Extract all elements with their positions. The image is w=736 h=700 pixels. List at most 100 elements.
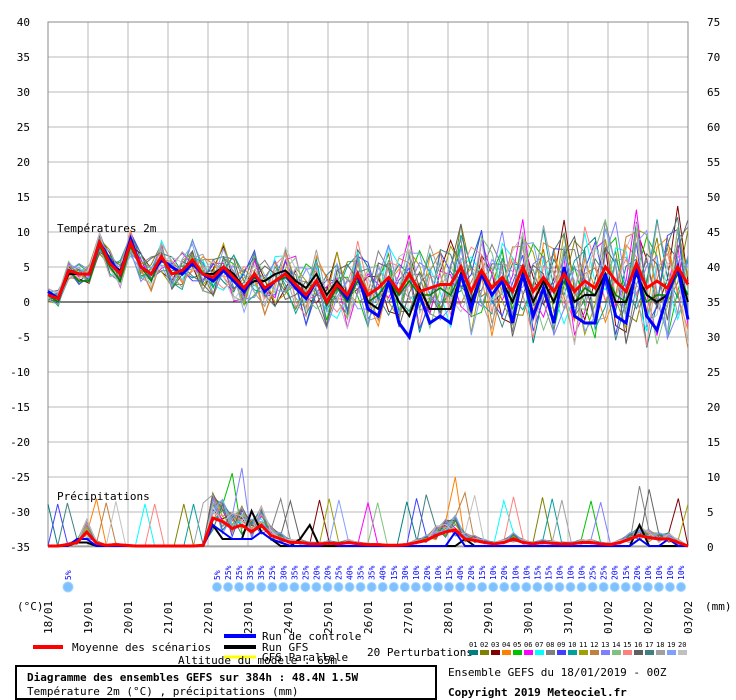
legend-moyenne: Moyenne des scénarios xyxy=(72,641,211,654)
snow-pct-label: 15% xyxy=(544,565,553,580)
pert-number: 07 xyxy=(535,641,543,649)
y-left-tick-label: 40 xyxy=(17,16,30,29)
x-tick-label: 03/02 xyxy=(682,601,695,634)
pert-number: 03 xyxy=(491,641,499,649)
y-right-tick-label: 0 xyxy=(707,541,714,554)
pert-number: 11 xyxy=(579,641,587,649)
legend-parallele: GFS Parallele xyxy=(262,651,348,664)
snowflake-icon xyxy=(676,582,686,592)
x-tick-label: 21/01 xyxy=(162,601,175,634)
snow-pct-label: 25% xyxy=(268,565,277,580)
y-left-tick-label: -15 xyxy=(10,401,30,414)
y-left-tick-label: 25 xyxy=(17,121,30,134)
pert-number: 20 xyxy=(678,641,686,649)
x-tick-label: 26/01 xyxy=(362,601,375,634)
snowflake-icon xyxy=(432,582,443,592)
snow-pct-label: 20% xyxy=(323,565,332,580)
snowflake-icon xyxy=(289,582,300,592)
snowflake-icon xyxy=(587,582,598,592)
precipitation-label: Précipitations xyxy=(57,490,150,503)
snow-pct-label: 10% xyxy=(522,565,531,580)
snowflake-icon xyxy=(466,582,477,592)
snow-pct-label: 30% xyxy=(279,565,288,580)
snow-pct-label: 15% xyxy=(445,565,454,580)
snow-pct-label: 35% xyxy=(368,565,377,580)
x-tick-label: 30/01 xyxy=(522,601,535,634)
y-left-tick-label: 30 xyxy=(17,86,30,99)
snowflake-icon xyxy=(245,582,256,592)
left-unit-label: (°C) xyxy=(17,600,44,613)
pert-swatch xyxy=(601,650,610,655)
pert-number: 17 xyxy=(645,641,653,649)
legend-gfs: Run GFS xyxy=(262,641,308,654)
snowflake-icon xyxy=(377,582,388,592)
snowflake-icon xyxy=(510,582,521,592)
snow-pct-label: 10% xyxy=(655,565,664,580)
snowflake-icon xyxy=(322,582,333,592)
snowflake-icon xyxy=(653,582,664,592)
snow-pct-label: 15% xyxy=(622,565,631,580)
y-right-tick-label: 50 xyxy=(707,191,720,204)
snowflake-icon xyxy=(223,582,234,592)
right-unit-label: (mm) xyxy=(705,600,732,613)
snow-pct-label: 15% xyxy=(533,565,542,580)
pert-number: 15 xyxy=(623,641,631,649)
snowflake-icon xyxy=(598,582,609,592)
pert-number: 08 xyxy=(546,641,554,649)
snow-pct-label: 10% xyxy=(412,565,421,580)
snow-pct-label: 10% xyxy=(567,565,576,580)
y-right-tick-label: 60 xyxy=(707,121,720,134)
y-right-tick-label: 25 xyxy=(707,366,720,379)
pert-number: 01 xyxy=(469,641,477,649)
snow-pct-label: 25% xyxy=(224,565,233,580)
snowflake-icon xyxy=(212,582,222,592)
snow-pct-label: 25% xyxy=(235,565,244,580)
snowflake-icon xyxy=(488,582,499,592)
x-tick-label: 02/02 xyxy=(642,601,655,634)
snow-pct-label: 25% xyxy=(335,565,344,580)
pert-number: 04 xyxy=(502,641,510,649)
pert-swatch xyxy=(491,650,500,655)
snowflake-icon xyxy=(333,582,344,592)
x-tick-label: 22/01 xyxy=(202,601,215,634)
pert-number: 09 xyxy=(557,641,565,649)
snowflake-icon xyxy=(366,582,377,592)
title-box xyxy=(15,665,437,700)
y-right-tick-label: 65 xyxy=(707,86,720,99)
pert-swatch xyxy=(557,650,566,655)
y-left-tick-label: -25 xyxy=(10,471,30,484)
snowflake-icon xyxy=(278,582,289,592)
snow-pct-label: 25% xyxy=(301,565,310,580)
snow-pct-label: 25% xyxy=(600,565,609,580)
pert-swatch xyxy=(502,650,511,655)
snowflake-icon xyxy=(664,582,675,592)
snow-pct-label: 20% xyxy=(467,565,476,580)
pert-swatch xyxy=(579,650,588,655)
snow-pct-label: 15% xyxy=(390,565,399,580)
snow-pct-label: 10% xyxy=(434,565,443,580)
y-left-tick-label: 35 xyxy=(17,51,30,64)
x-tick-label: 25/01 xyxy=(322,601,335,634)
snow-pct-label: 20% xyxy=(633,565,642,580)
snow-row: 5% 5% 25% 25% 35% 35% 25% 30% 35% 25% 20% 20% 25% 40%… xyxy=(62,565,686,593)
pert-swatch xyxy=(568,650,577,655)
chart-subtitle: Température 2m (°C) , précipitations (mm… xyxy=(27,685,299,698)
pert-number: 05 xyxy=(513,641,521,649)
snowflake-icon xyxy=(421,582,432,592)
snow-pct-label: 5% xyxy=(213,570,222,580)
pert-swatch xyxy=(513,650,522,655)
pert-swatch xyxy=(634,650,643,655)
snowflake-icon xyxy=(631,582,642,592)
pert-number: 14 xyxy=(612,641,620,649)
snowflake-icon xyxy=(477,582,488,592)
snowflake-icon xyxy=(576,582,587,592)
snowflake-icon xyxy=(311,582,322,592)
snowflake-icon xyxy=(234,582,245,592)
y-right-tick-label: 35 xyxy=(707,296,720,309)
snow-pct-label: 20% xyxy=(500,565,509,580)
pert-number: 16 xyxy=(634,641,642,649)
snowflake-icon xyxy=(344,582,355,592)
y-left-tick-label: 5 xyxy=(23,261,30,274)
pert-number: 13 xyxy=(601,641,609,649)
